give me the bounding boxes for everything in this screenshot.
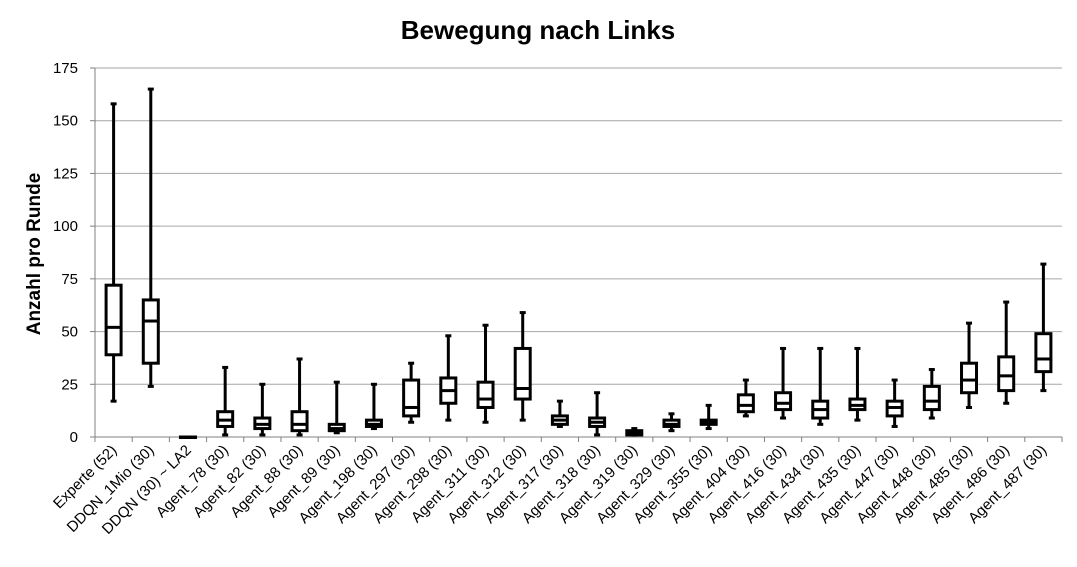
box-agent-487-30- [1034,262,1053,393]
box-experte-52- [104,102,123,403]
box-agent-312-30- [513,311,532,422]
iqr-box [476,380,495,409]
y-tick-label: 175 [53,60,78,77]
box-agent-82-30- [253,382,272,437]
x-axis-categories: Experte (52)DDQN_1Mio (30)DDQN (30) ~ LA… [50,442,1050,538]
box-agent-355-30- [699,403,718,431]
box-agent-329-30- [662,412,681,433]
iqr-box [997,355,1016,393]
y-axis-label: Anzahl pro Runde [24,173,45,336]
y-tick-label: 100 [53,218,78,235]
axes [90,67,1063,442]
box-series [104,87,1053,439]
box-agent-88-30- [290,357,309,437]
box-agent-297-30- [402,361,421,424]
iqr-box [774,391,793,412]
box-agent-404-30- [736,378,755,418]
box-agent-434-30- [811,346,830,426]
box-agent-486-30- [997,300,1016,405]
y-tick-label: 0 [70,429,78,446]
y-axis-ticks: 0 25 50 75 100 125 150 175 [53,60,78,446]
gridlines [95,67,1062,385]
box-agent-448-30- [922,368,941,420]
box-agent-447-30- [885,378,904,428]
iqr-box [960,361,979,395]
box-agent-317-30- [550,399,569,428]
box-agent-78-30- [216,365,235,437]
iqr-box [513,346,532,401]
box-agent-198-30- [364,382,383,431]
iqr-box [922,384,941,412]
box-ddqn-30-la2 [178,435,197,439]
iqr-box [736,393,755,414]
chart-title: Bewegung nach Links [401,15,676,45]
y-tick-label: 25 [61,376,78,393]
box-agent-485-30- [960,321,979,409]
iqr-box [402,378,421,418]
box-agent-435-30- [848,346,867,422]
iqr-box [104,283,123,357]
iqr-box [290,410,309,433]
box-agent-298-30- [439,334,458,422]
y-tick-label: 150 [53,113,78,130]
iqr-box [1034,332,1053,374]
y-tick-label: 75 [61,271,78,288]
iqr-box [141,298,160,365]
box-agent-311-30- [476,323,495,424]
box-agent-318-30- [588,391,607,437]
box-ddqn-1mio-30- [141,87,160,388]
box-agent-416-30- [774,346,793,420]
box-agent-319-30- [625,427,644,437]
y-tick-label: 125 [53,165,78,182]
y-tick-label: 50 [61,324,78,341]
box-agent-89-30- [327,380,346,435]
